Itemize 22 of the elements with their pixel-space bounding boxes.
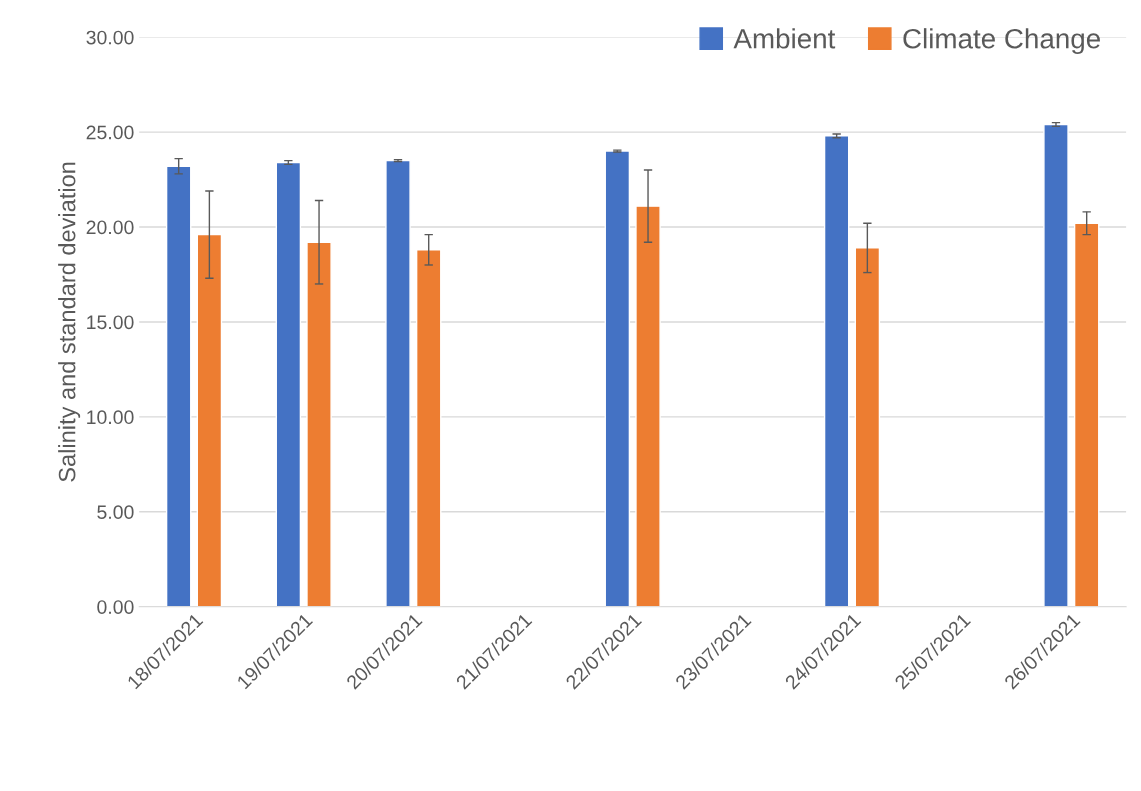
bar (604, 150, 631, 607)
bar (165, 165, 192, 607)
bar (385, 159, 411, 607)
y-axis-title: Salinity and standard deviation (58, 162, 81, 482)
bar (275, 161, 302, 607)
bar (306, 241, 332, 607)
bar (635, 205, 661, 607)
bar (1073, 222, 1100, 607)
y-tick-label: 20.00 (86, 220, 134, 235)
y-tick-label: 10.00 (87, 410, 134, 425)
bar (196, 233, 223, 607)
y-tick-label: 15.00 (87, 315, 134, 330)
y-tick-label: 0.00 (97, 600, 134, 614)
y-tick-label: 25.00 (86, 125, 134, 140)
bar (823, 135, 850, 607)
legend-label: Ambient (733, 28, 836, 49)
bar (1043, 123, 1069, 607)
bar (854, 247, 881, 607)
legend-label: Climate Change (903, 28, 1100, 55)
bar (415, 249, 442, 607)
y-tick-label: 5.00 (97, 505, 134, 520)
y-tick-label: 30.00 (86, 30, 134, 45)
